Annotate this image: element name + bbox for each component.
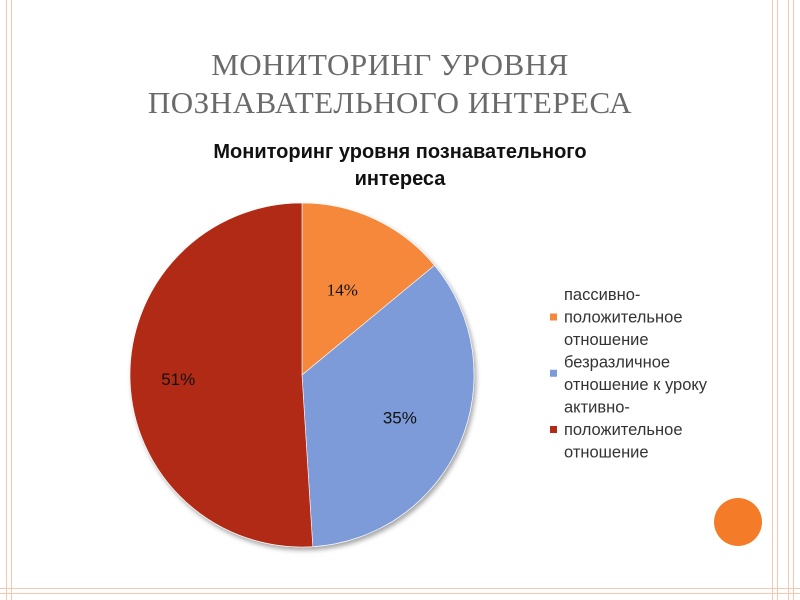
- slide-title-line-2: ПОЗНАВАТЕЛЬНОГО ИНТЕРЕСА: [147, 85, 633, 120]
- legend-label-line: активно-: [564, 399, 630, 417]
- pie-slice-indifferent: [301, 264, 475, 547]
- data-label-indifferent: 35%: [383, 408, 417, 427]
- legend-item-passive-positive: пассивно-положительное отношение: [550, 286, 683, 349]
- legend-swatch: [550, 369, 557, 377]
- legend-item-active-positive: активно-положительное отношение: [550, 399, 683, 462]
- left-border-decoration: [6, 0, 12, 600]
- pie-slices: [129, 202, 475, 548]
- chart-title-line-2: интереса: [355, 168, 447, 190]
- legend-item-indifferent: безразличное отношение к уроку: [550, 354, 708, 394]
- right-border-decoration: [772, 0, 778, 600]
- slide-title-line-1: МОНИТОРИНГ УРОВНЯ: [211, 47, 569, 82]
- pie-slice-active-positive: [129, 202, 314, 548]
- legend-label-line: положительное: [564, 309, 683, 327]
- chart-title-line-1: Мониторинг уровня познавательного: [213, 141, 586, 163]
- chart-legend: пассивно-положительное отношение безразлич…: [550, 286, 708, 462]
- legend-swatch: [550, 426, 557, 433]
- pie-slice-passive-positive: [301, 202, 435, 376]
- bottom-border-decoration: [0, 588, 800, 594]
- data-label-passive-positive: 14%: [327, 280, 358, 299]
- legend-label-line: отношение: [564, 444, 649, 462]
- legend-swatch: [550, 313, 557, 321]
- pie-data-labels: 14% 35% 51%: [161, 280, 417, 427]
- slide-title: МОНИТОРИНГ УРОВНЯ ПОЗНАВАТЕЛЬНОГО ИНТЕРЕ…: [110, 46, 670, 122]
- decorative-orange-circle: [714, 498, 762, 546]
- data-label-active-positive: 51%: [161, 370, 195, 389]
- legend-label-line: безразличное: [564, 354, 670, 372]
- legend-label-line: отношение к уроку: [564, 376, 708, 394]
- legend-label-line: пассивно-: [564, 286, 640, 304]
- legend-label-line: положительное: [564, 421, 683, 439]
- legend-label-line: отношение: [564, 331, 649, 349]
- right-outer-border-decoration: [788, 0, 794, 600]
